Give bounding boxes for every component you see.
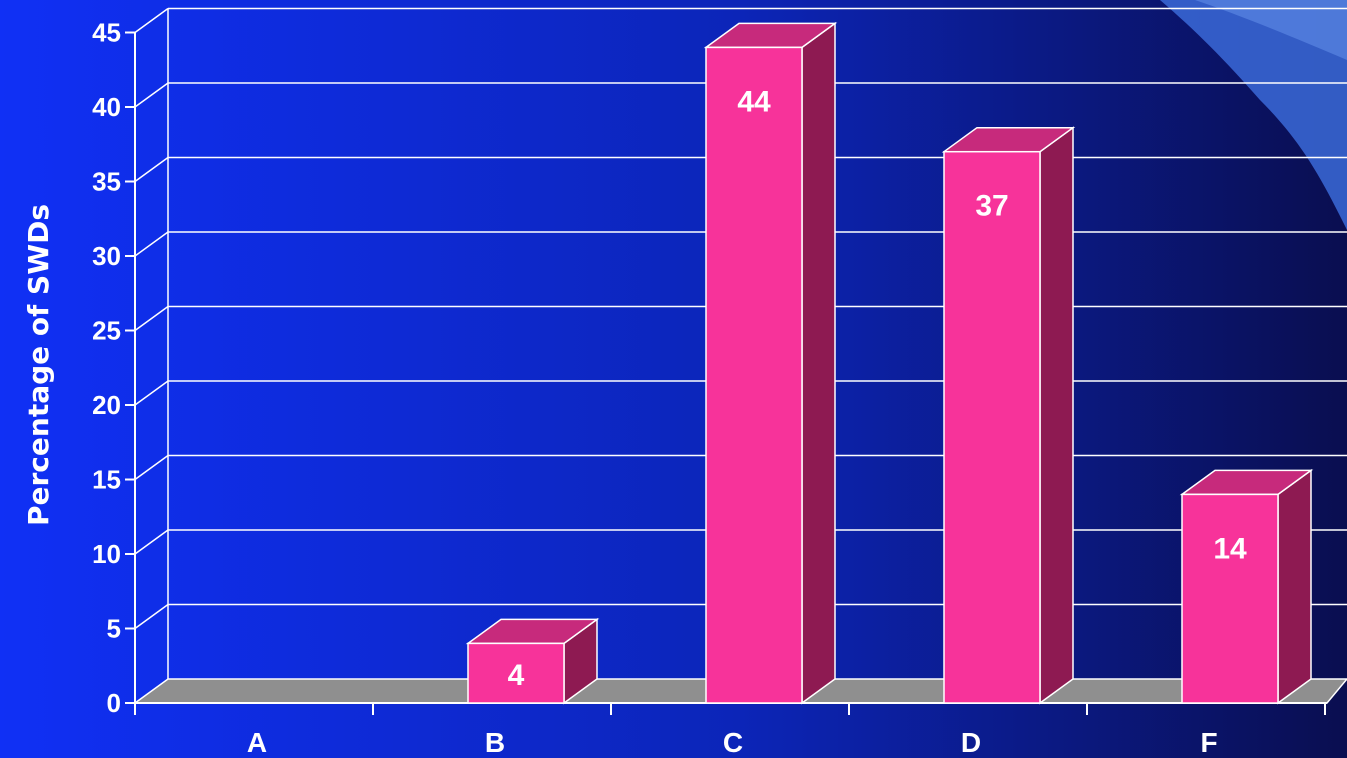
bar-side-D [1039,126,1074,705]
y-tick-label: 10 [92,539,121,569]
y-tick-label: 40 [92,92,121,122]
data-label-B: 4 [508,659,525,692]
bar-C [705,46,803,704]
y-tick-label: 25 [92,316,121,346]
gridline-side [134,82,169,108]
data-label-F: 14 [1213,532,1247,565]
data-label-C: 44 [737,85,771,118]
gridline-side [134,380,169,406]
gridline-side [134,156,169,183]
y-tick-label: 45 [92,18,121,48]
x-category-label: F [1200,727,1217,758]
bar-side-F [1277,468,1312,705]
gridline-side [134,7,169,34]
decorative-swoosh-inner [1195,0,1347,60]
bar-B [467,642,565,704]
y-tick-label: 5 [107,614,121,644]
y-tick-label: 30 [92,241,121,271]
x-category-label: B [485,727,505,758]
gridline-side [134,454,169,481]
bar-D [943,150,1041,704]
x-category-label: C [723,727,743,758]
decorative-swoosh [1160,0,1347,230]
bar-F [1181,493,1279,704]
y-tick-label: 20 [92,390,121,420]
y-axis-label: Percentage of SWDs [22,204,55,526]
x-category-label: D [961,727,981,758]
gridline-side [134,305,169,332]
gridline-side [134,231,169,257]
y-tick-label: 35 [92,167,121,197]
y-tick-label: 15 [92,465,121,495]
plot-area: 0 5 10 15 20 25 30 35 40 45 A 4 B 44 C 37 D 14 F [92,7,1347,758]
bar-side-C [801,21,836,705]
gridline-side [134,603,169,630]
x-category-label: A [247,727,267,758]
data-label-D: 37 [975,190,1008,223]
gridline-side [134,529,169,555]
y-tick-label: 0 [107,688,121,718]
